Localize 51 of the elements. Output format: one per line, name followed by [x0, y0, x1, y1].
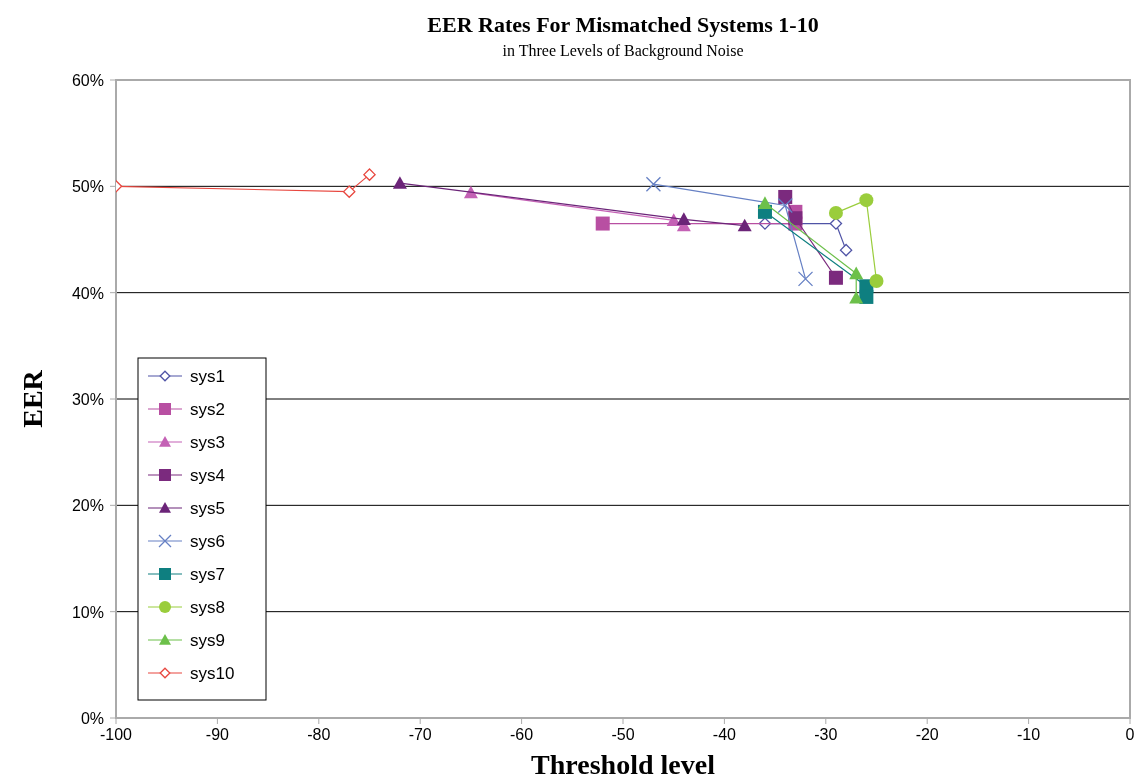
- x-tick-label: -100: [99, 726, 133, 743]
- x-tick-label: -80: [307, 726, 331, 743]
- y-tick-label: 30%: [71, 391, 104, 408]
- point: [859, 193, 874, 208]
- point: [645, 176, 662, 192]
- legend-label: sys10: [190, 664, 235, 683]
- point: [859, 289, 874, 304]
- x-tick-label: -20: [915, 726, 939, 743]
- point: [757, 196, 772, 209]
- point: [829, 217, 843, 230]
- x-tick-label: -50: [611, 726, 635, 743]
- legend-label: sys1: [190, 367, 225, 386]
- y-tick-label: 60%: [71, 72, 104, 89]
- y-tick-label: 20%: [71, 497, 104, 515]
- x-tick-label: -90: [205, 726, 230, 743]
- legend-label: sys2: [190, 400, 225, 419]
- chart-title: EER Rates For Mismatched Systems 1-10: [427, 12, 819, 37]
- point: [342, 185, 356, 198]
- legend-label: sys9: [190, 631, 225, 650]
- y-axis-title: EER: [17, 369, 48, 428]
- x-tick-label: -10: [1017, 726, 1041, 743]
- x-tick-label: -70: [408, 726, 432, 743]
- point: [869, 273, 884, 288]
- x-tick-label: -60: [510, 726, 534, 743]
- legend-label: sys3: [190, 433, 225, 452]
- point: [797, 271, 814, 287]
- legend-label: sys8: [190, 598, 225, 617]
- point: [828, 270, 843, 285]
- x-tick-label: -40: [712, 726, 737, 743]
- point: [849, 266, 864, 280]
- chart-subtitle: in Three Levels of Background Noise: [502, 42, 744, 60]
- point: [849, 290, 864, 304]
- legend-label: sys5: [190, 499, 225, 518]
- y-tick-label: 40%: [71, 284, 104, 302]
- x-tick-label: -30: [814, 726, 838, 743]
- x-tick-label: 0: [1125, 726, 1135, 743]
- point: [828, 205, 843, 220]
- y-tick-label: 50%: [71, 178, 104, 196]
- legend-label: sys6: [190, 532, 225, 551]
- y-tick-label: 10%: [71, 603, 104, 621]
- point: [839, 243, 853, 257]
- point: [777, 197, 793, 214]
- legend-label: sys4: [190, 466, 225, 485]
- point: [392, 176, 407, 189]
- x-axis-title: Threshold level: [531, 749, 716, 780]
- point: [676, 212, 691, 225]
- y-tick-label: 0%: [80, 710, 104, 727]
- point: [363, 168, 376, 181]
- point: [595, 216, 610, 231]
- point: [737, 218, 752, 232]
- legend-label: sys7: [190, 565, 225, 584]
